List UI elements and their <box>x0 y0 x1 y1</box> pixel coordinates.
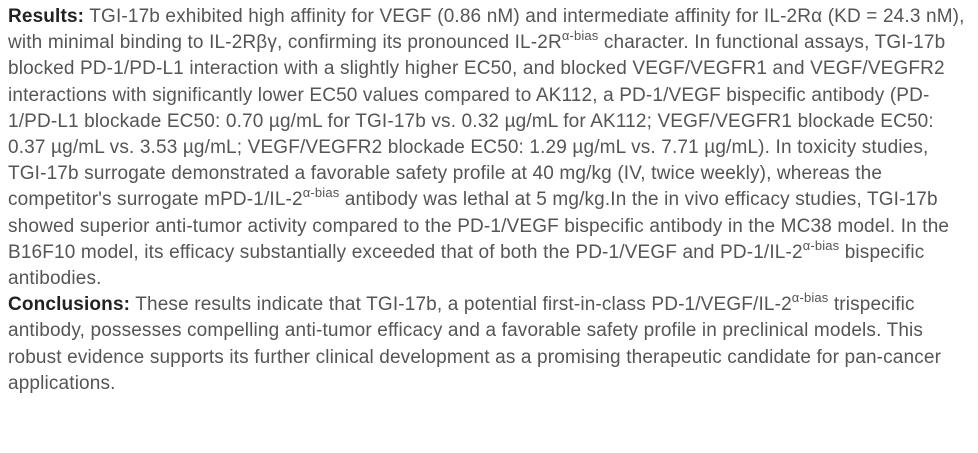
conclusions-label: Conclusions: <box>8 294 131 316</box>
text-segment: trispecific antibody, possesses compelli… <box>8 294 942 394</box>
text-segment: character. In functional assays, TGI-17b… <box>8 32 946 211</box>
results-paragraph: Results: TGI-17b exhibited high affinity… <box>8 4 970 292</box>
superscript: α-bias <box>302 185 340 201</box>
text-segment: antibody was lethal at 5 mg/kg.In the in… <box>8 189 950 263</box>
superscript: α-bias <box>561 28 599 44</box>
superscript: α-bias <box>791 290 829 306</box>
superscript: α-bias <box>802 237 840 253</box>
conclusions-paragraph: Conclusions: These results indicate that… <box>8 290 970 397</box>
text-segment: TGI-17b exhibited high affinity for VEGF… <box>8 6 965 54</box>
text-segment: These results indicate that TGI-17b, a p… <box>130 294 792 316</box>
results-label: Results: <box>8 6 85 27</box>
text-segment: bispecific antibodies. <box>8 241 925 290</box>
